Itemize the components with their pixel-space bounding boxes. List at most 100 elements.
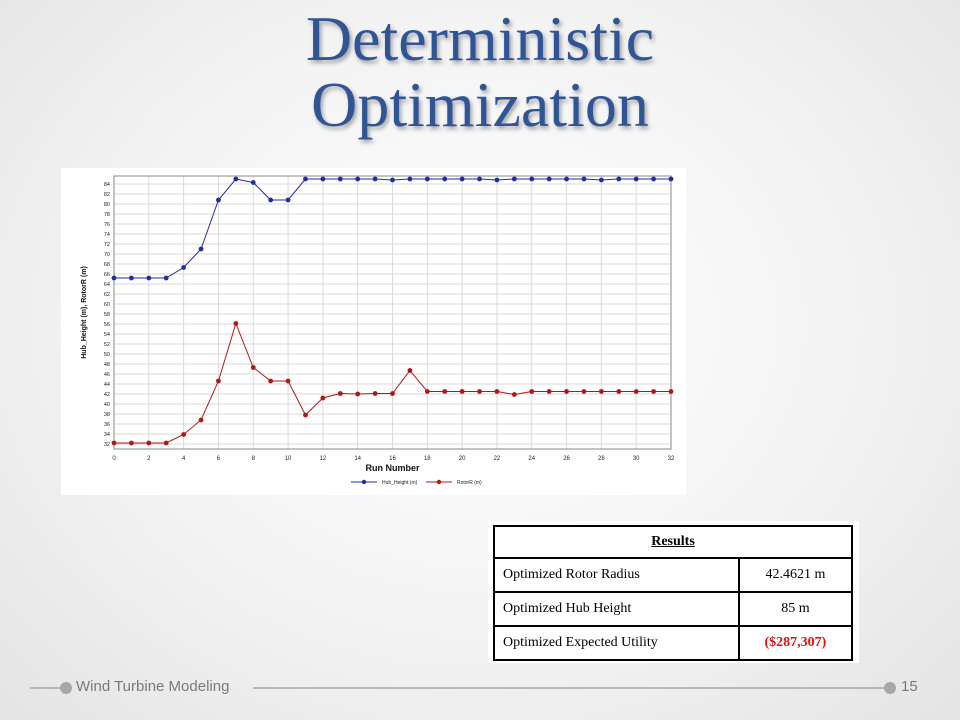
data-point [390, 177, 395, 183]
y-tick-label: 70 [104, 252, 110, 258]
chart-svg: 0 2 4 6 8 10 12 14 16 18 20 22 24 26 28 30 3232343638404… [81, 175, 675, 486]
x-tick-label: 30 [633, 456, 640, 462]
data-point [390, 391, 395, 396]
legend-marker [361, 479, 367, 485]
y-tick-label: 76 [104, 222, 110, 228]
y-axis-label: Hub_Height (m), RotorR (m) [81, 266, 88, 359]
result-value-expected-utility: ($287,307) [737, 625, 854, 661]
data-point [511, 392, 517, 397]
plot-frame [113, 175, 672, 450]
data-point [616, 389, 622, 394]
x-axis-label: Run Number [366, 463, 420, 473]
data-point [459, 176, 465, 182]
x-tick-label: 14 [354, 456, 361, 462]
y-tick-label: 46 [104, 372, 110, 378]
data-point [181, 265, 187, 270]
y-tick-label: 34 [104, 432, 110, 438]
y-tick-label: 60 [104, 302, 110, 308]
data-point [407, 176, 413, 182]
data-point [529, 389, 535, 394]
result-label-rotor-radius: Optimized Rotor Radius [493, 557, 740, 593]
footer-rule [253, 687, 885, 689]
y-tick-label: 50 [104, 352, 110, 358]
y-tick-label: 78 [104, 212, 110, 218]
table-row: Optimized Rotor Radius 42.4621 m [493, 557, 854, 593]
x-tick-label: 22 [494, 456, 501, 462]
data-point [459, 389, 465, 394]
data-point [477, 176, 482, 182]
y-tick-label: 52 [104, 342, 110, 348]
y-tick-label: 56 [104, 322, 110, 328]
data-point [111, 275, 117, 281]
data-point [111, 440, 117, 446]
result-value-rotor-radius: 42.4621 m [737, 557, 854, 593]
data-point [146, 275, 152, 281]
data-point [233, 176, 239, 182]
data-point [233, 321, 239, 326]
x-tick-label: 26 [563, 456, 570, 462]
x-tick-label: 12 [320, 456, 327, 462]
x-tick-label: 0 [112, 456, 116, 462]
data-point [494, 177, 500, 183]
slide-title-line-2: Optimization [311, 69, 649, 140]
y-tick-label: 64 [104, 282, 110, 288]
y-tick-label: 42 [104, 392, 110, 398]
y-tick-label: 40 [104, 402, 110, 408]
data-point [303, 412, 308, 418]
data-point [198, 246, 204, 252]
x-tick-label: 4 [182, 456, 186, 462]
data-point [598, 389, 604, 394]
data-point [546, 176, 552, 182]
y-tick-label: 58 [104, 312, 110, 318]
data-point [320, 395, 326, 401]
data-point [633, 389, 639, 394]
data-point [285, 197, 291, 203]
y-tick-label: 54 [104, 332, 110, 338]
data-point [494, 389, 500, 394]
legend-marker [436, 479, 442, 485]
x-tick-label: 24 [528, 456, 535, 462]
data-point [216, 197, 221, 203]
data-point [337, 391, 343, 396]
data-point [477, 389, 482, 394]
line-chart: 0 2 4 6 8 10 12 14 16 18 20 22 24 26 28 30 32 32 34 36 38 40 4… [61, 168, 686, 495]
data-point [250, 180, 256, 185]
y-tick-label: 38 [104, 412, 110, 418]
data-point [181, 432, 187, 437]
data-point [598, 177, 604, 183]
data-point [355, 176, 361, 182]
x-tick-label: 8 [252, 456, 256, 462]
data-point [651, 389, 656, 394]
data-point [668, 176, 674, 182]
x-tick-label: 20 [459, 456, 466, 462]
data-point [372, 176, 378, 182]
data-point [424, 389, 430, 394]
y-tick-label: 68 [104, 262, 110, 268]
data-point [442, 389, 448, 394]
data-point [216, 378, 221, 384]
data-point [407, 368, 413, 373]
x-tick-label: 6 [217, 456, 221, 462]
data-point [146, 440, 152, 446]
data-point [424, 176, 430, 182]
legend-entry: Hub_Height (m) [382, 480, 418, 486]
data-point [285, 378, 291, 384]
data-point [511, 176, 517, 182]
data-point [129, 275, 134, 281]
data-point [303, 176, 308, 182]
data-point [355, 391, 361, 397]
data-point [564, 176, 569, 182]
y-tick-label: 84 [104, 182, 110, 188]
page-number: 15 [901, 678, 918, 695]
data-point [651, 176, 656, 182]
slide-title-line-1: Deterministic [305, 3, 655, 74]
data-point [337, 176, 343, 182]
y-tick-label: 66 [104, 272, 110, 278]
data-point [668, 389, 674, 394]
y-tick-label: 32 [104, 442, 110, 448]
data-point [163, 275, 169, 281]
data-point [250, 365, 256, 370]
footer-title: Wind Turbine Modeling [76, 678, 230, 695]
result-value-hub-height: 85 m [737, 591, 854, 627]
y-tick-label: 72 [104, 242, 110, 248]
